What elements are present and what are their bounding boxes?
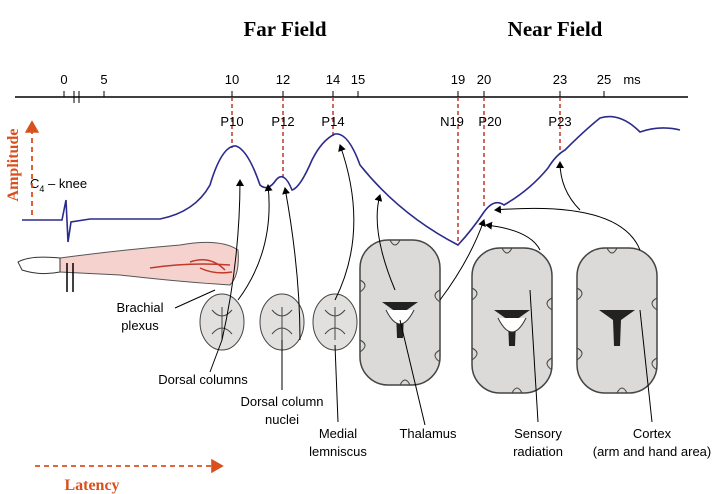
tick-label: 14 xyxy=(326,72,340,87)
pathway-arrow xyxy=(439,219,486,301)
structure-label: Thalamus xyxy=(399,426,457,441)
structure-label: Sensory xyxy=(514,426,562,441)
gyri xyxy=(576,247,658,394)
structure-label: Cortex xyxy=(633,426,672,441)
pathway-arrow xyxy=(494,205,641,251)
pathway-arrow xyxy=(485,221,541,251)
structure-label: Brachial xyxy=(117,300,164,315)
tick-label: 20 xyxy=(477,72,491,87)
structure-label: Dorsal columns xyxy=(158,372,248,387)
grey-matter xyxy=(324,307,346,340)
pathway-arrow xyxy=(556,161,581,211)
leader-line xyxy=(174,289,216,309)
tick-label: 12 xyxy=(276,72,290,87)
leader-line xyxy=(209,339,223,373)
gyri xyxy=(359,239,441,386)
grey-matter xyxy=(271,307,293,340)
leader-line xyxy=(399,319,426,426)
pathway-arrow xyxy=(374,194,396,291)
tick-label: 15 xyxy=(351,72,365,87)
thalamic-body xyxy=(497,317,527,333)
unit-label: ms xyxy=(623,72,641,87)
latency-label: Latency xyxy=(64,477,119,494)
pathway-arrow xyxy=(237,184,273,301)
peak-label: P23 xyxy=(548,114,571,129)
leader-line xyxy=(639,309,653,423)
tick-label: 0 xyxy=(60,72,67,87)
tick-label: 19 xyxy=(451,72,465,87)
peak-label: P14 xyxy=(321,114,344,129)
structure-label: lemniscus xyxy=(309,444,367,459)
electrodes xyxy=(66,263,74,292)
structure-label: nuclei xyxy=(265,412,299,427)
leader-line xyxy=(529,289,539,423)
nerve xyxy=(149,259,233,274)
structure-label: (arm and hand area) xyxy=(593,444,712,459)
peak-label: N19 xyxy=(440,114,464,129)
tick-label: 10 xyxy=(225,72,239,87)
leader-line xyxy=(334,344,339,423)
stimulus-label: C4 – knee xyxy=(30,176,87,194)
thalamic-body xyxy=(385,309,415,325)
structure-label: radiation xyxy=(513,444,563,459)
stimulus-rest: – knee xyxy=(44,176,87,191)
pathway-arrow xyxy=(282,187,301,341)
amplitude-label: Amplitude xyxy=(5,129,22,202)
axis-break xyxy=(73,91,80,103)
hand xyxy=(17,256,61,275)
tick-label: 23 xyxy=(553,72,567,87)
arm xyxy=(59,241,239,286)
far-field-title: Far Field xyxy=(243,17,326,41)
peak-label: P12 xyxy=(271,114,294,129)
waveform xyxy=(22,115,681,246)
grey-matter xyxy=(211,307,233,340)
structure-label: plexus xyxy=(121,318,159,333)
structure-label: Dorsal column xyxy=(240,394,323,409)
peak-label: P10 xyxy=(220,114,243,129)
pathway-arrow xyxy=(221,179,244,341)
peak-label: P20 xyxy=(478,114,501,129)
near-field-title: Near Field xyxy=(508,17,603,41)
stimulus-sub: 4 xyxy=(39,184,44,194)
structure-label: Medial xyxy=(319,426,357,441)
ventricle xyxy=(599,310,635,346)
pathway-arrow xyxy=(334,144,355,301)
stimulus-base: C xyxy=(30,176,39,191)
tick-label: 5 xyxy=(100,72,107,87)
gyri xyxy=(471,247,553,394)
tick-label: 25 xyxy=(597,72,611,87)
